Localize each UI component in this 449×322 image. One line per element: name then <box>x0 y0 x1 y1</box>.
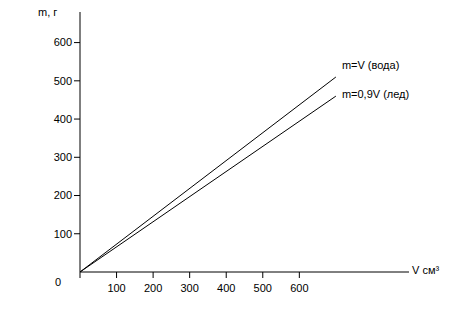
svg-text:400: 400 <box>217 282 235 294</box>
svg-text:500: 500 <box>254 282 272 294</box>
svg-text:300: 300 <box>54 151 72 163</box>
svg-text:300: 300 <box>180 282 198 294</box>
svg-text:m=V (вода): m=V (вода) <box>342 59 399 71</box>
svg-text:400: 400 <box>54 113 72 125</box>
svg-text:m=0,9V (лед): m=0,9V (лед) <box>342 88 409 100</box>
svg-text:100: 100 <box>54 228 72 240</box>
svg-text:600: 600 <box>290 282 308 294</box>
svg-text:200: 200 <box>144 282 162 294</box>
html-text:V см³: V см³ <box>412 264 440 276</box>
svg-text:0: 0 <box>55 276 61 288</box>
svg-text:500: 500 <box>54 75 72 87</box>
html-text:m, г: m, г <box>38 6 58 18</box>
svg-text:100: 100 <box>107 282 125 294</box>
svg-text:600: 600 <box>54 36 72 48</box>
svg-text:200: 200 <box>54 189 72 201</box>
